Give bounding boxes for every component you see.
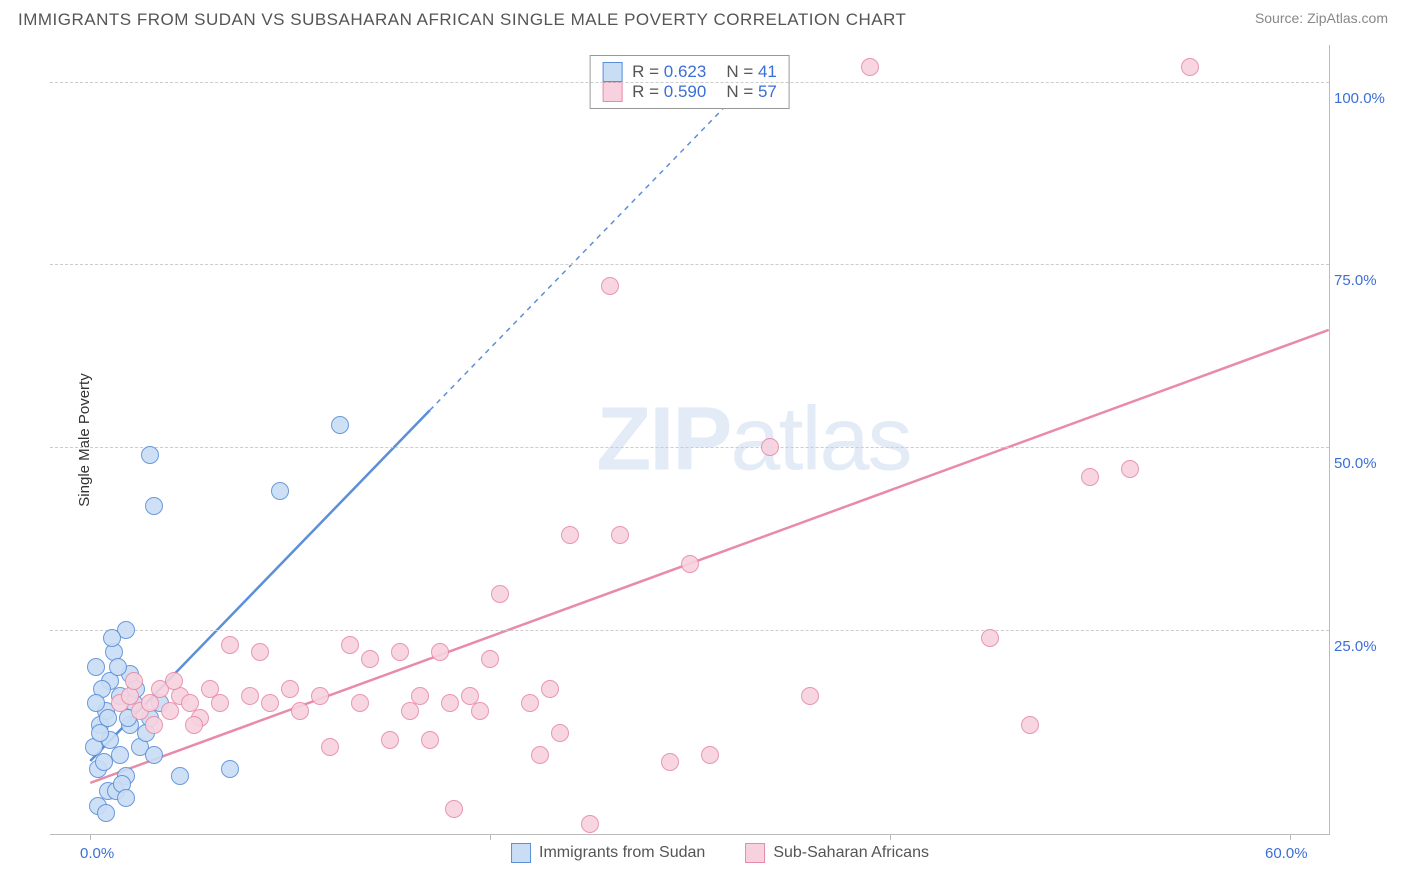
data-point — [97, 804, 115, 822]
stats-r-label: R = 0.590 — [632, 82, 706, 102]
data-point — [1121, 460, 1139, 478]
grid-line-horizontal — [50, 630, 1329, 631]
data-point — [1081, 468, 1099, 486]
data-point — [351, 694, 369, 712]
chart-title: IMMIGRANTS FROM SUDAN VS SUBSAHARAN AFRI… — [18, 10, 906, 30]
data-point — [445, 800, 463, 818]
stats-n-label: N = 57 — [726, 82, 777, 102]
data-point — [471, 702, 489, 720]
data-point — [171, 767, 189, 785]
data-point — [221, 760, 239, 778]
y-tick-label: 100.0% — [1334, 90, 1389, 107]
data-point — [111, 746, 129, 764]
data-point — [541, 680, 559, 698]
data-point — [1021, 716, 1039, 734]
data-point — [185, 716, 203, 734]
legend-swatch — [745, 843, 765, 863]
data-point — [421, 731, 439, 749]
data-point — [271, 482, 289, 500]
data-point — [411, 687, 429, 705]
data-point — [661, 753, 679, 771]
grid-line-horizontal — [50, 447, 1329, 448]
legend-swatch — [602, 62, 622, 82]
y-tick-label: 25.0% — [1334, 638, 1389, 655]
data-point — [701, 746, 719, 764]
data-point — [481, 650, 499, 668]
data-point — [441, 694, 459, 712]
data-point — [91, 724, 109, 742]
x-axis-tick — [490, 834, 491, 840]
x-axis-tick — [1290, 834, 1291, 840]
legend-bottom: Immigrants from Sudan Sub-Saharan African… — [511, 843, 929, 863]
scatter-plot: ZIPatlas R = 0.623N = 41R = 0.590N = 57 … — [50, 45, 1330, 835]
data-point — [391, 643, 409, 661]
data-point — [125, 672, 143, 690]
data-point — [241, 687, 259, 705]
x-tick-label: 60.0% — [1265, 845, 1308, 862]
y-tick-label: 50.0% — [1334, 455, 1389, 472]
data-point — [551, 724, 569, 742]
data-point — [145, 497, 163, 515]
data-point — [311, 687, 329, 705]
data-point — [117, 789, 135, 807]
watermark: ZIPatlas — [596, 388, 910, 491]
data-point — [611, 526, 629, 544]
data-point — [145, 716, 163, 734]
legend-item: Immigrants from Sudan — [511, 843, 705, 863]
legend-label: Sub-Saharan Africans — [773, 844, 929, 862]
data-point — [331, 416, 349, 434]
legend-swatch — [511, 843, 531, 863]
data-point — [165, 672, 183, 690]
data-point — [281, 680, 299, 698]
stats-row: R = 0.623 N = 41 — [602, 62, 777, 82]
chart-header: IMMIGRANTS FROM SUDAN VS SUBSAHARAN AFRI… — [0, 0, 1406, 34]
data-point — [801, 687, 819, 705]
trendlines-svg — [50, 45, 1329, 834]
data-point — [531, 746, 549, 764]
stats-n-label: N = 41 — [726, 62, 777, 82]
data-point — [291, 702, 309, 720]
x-axis-tick — [90, 834, 91, 840]
x-axis-tick — [890, 834, 891, 840]
data-point — [581, 815, 599, 833]
data-point — [521, 694, 539, 712]
grid-line-horizontal — [50, 264, 1329, 265]
legend-swatch — [602, 82, 622, 102]
data-point — [861, 58, 879, 76]
data-point — [561, 526, 579, 544]
data-point — [211, 694, 229, 712]
data-point — [491, 585, 509, 603]
stats-row: R = 0.590 N = 57 — [602, 82, 777, 102]
data-point — [341, 636, 359, 654]
data-point — [1181, 58, 1199, 76]
data-point — [261, 694, 279, 712]
y-tick-label: 75.0% — [1334, 272, 1389, 289]
data-point — [981, 629, 999, 647]
data-point — [431, 643, 449, 661]
stats-r-label: R = 0.623 — [632, 62, 706, 82]
data-point — [361, 650, 379, 668]
data-point — [251, 643, 269, 661]
data-point — [87, 694, 105, 712]
data-point — [221, 636, 239, 654]
legend-item: Sub-Saharan Africans — [745, 843, 929, 863]
data-point — [95, 753, 113, 771]
data-point — [141, 446, 159, 464]
data-point — [321, 738, 339, 756]
x-tick-label: 0.0% — [80, 845, 114, 862]
data-point — [109, 658, 127, 676]
data-point — [381, 731, 399, 749]
data-point — [681, 555, 699, 573]
data-point — [103, 629, 121, 647]
grid-line-horizontal — [50, 82, 1329, 83]
data-point — [761, 438, 779, 456]
data-point — [601, 277, 619, 295]
chart-area: Single Male Poverty ZIPatlas R = 0.623N … — [50, 45, 1390, 835]
legend-label: Immigrants from Sudan — [539, 844, 705, 862]
data-point — [145, 746, 163, 764]
chart-source: Source: ZipAtlas.com — [1255, 10, 1388, 26]
data-point — [87, 658, 105, 676]
